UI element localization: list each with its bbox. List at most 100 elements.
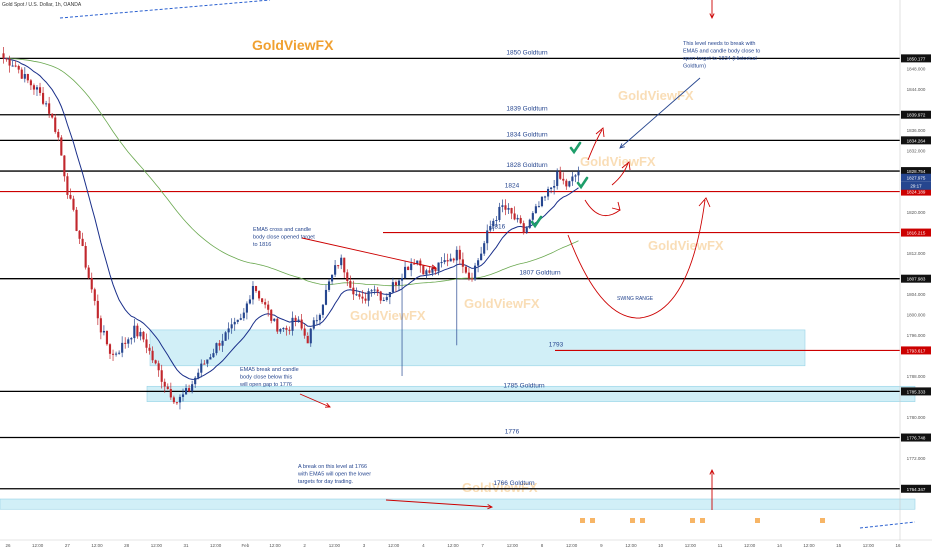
candle-body bbox=[264, 302, 267, 305]
candle-body bbox=[553, 185, 556, 188]
current-price-label: 1827.975 bbox=[907, 176, 926, 181]
candle-body bbox=[574, 175, 577, 177]
current-price-tag bbox=[901, 173, 931, 182]
candle-body bbox=[261, 298, 264, 303]
candle-body bbox=[38, 87, 42, 93]
candle-body bbox=[428, 270, 431, 273]
candle-body bbox=[312, 320, 315, 329]
x-tick-label: 12:00 bbox=[329, 543, 341, 548]
level-label: 1785 Goldturn bbox=[503, 382, 545, 389]
x-tick-label: 12:00 bbox=[447, 543, 459, 548]
candle-body bbox=[285, 327, 288, 330]
candle-body bbox=[157, 363, 160, 371]
candle-body bbox=[327, 281, 331, 290]
candle-body bbox=[245, 303, 248, 313]
candle-body bbox=[431, 268, 434, 273]
candle-body bbox=[51, 113, 54, 118]
y-tick-label: 1820.000 bbox=[907, 210, 926, 215]
y-tick-label: 1812.000 bbox=[907, 251, 926, 256]
projection-curve bbox=[587, 127, 605, 161]
candle-body bbox=[385, 297, 388, 300]
candle-body bbox=[111, 353, 115, 355]
x-tick-label: 12:00 bbox=[269, 543, 281, 548]
candle-body bbox=[379, 291, 382, 301]
candle-body bbox=[282, 327, 285, 330]
candle-body bbox=[504, 205, 507, 210]
candle-body bbox=[492, 220, 495, 227]
candle-body bbox=[248, 299, 251, 304]
swing-range-curve bbox=[567, 197, 711, 319]
candle-body bbox=[346, 272, 349, 282]
candle-body bbox=[72, 198, 75, 210]
dotted-trendline bbox=[859, 521, 916, 529]
candle-body bbox=[404, 266, 407, 279]
candle-body bbox=[510, 208, 513, 214]
candle-body bbox=[422, 265, 425, 275]
candle-body bbox=[473, 265, 477, 280]
x-tick-label: 27 bbox=[65, 543, 71, 548]
x-tick-label: 4 bbox=[422, 543, 425, 548]
candle-body bbox=[254, 285, 258, 292]
candle-body bbox=[145, 339, 148, 348]
x-tick-label: 15 bbox=[836, 543, 842, 548]
candle-body bbox=[334, 265, 337, 275]
candle-body bbox=[242, 312, 245, 319]
candle-body bbox=[349, 281, 352, 288]
candle-body bbox=[276, 318, 279, 332]
candle-body bbox=[203, 363, 206, 365]
candle-body bbox=[410, 263, 413, 271]
candle-body bbox=[337, 265, 340, 267]
candle-body bbox=[257, 291, 261, 299]
candle-body bbox=[136, 325, 139, 337]
candle-body bbox=[537, 206, 540, 208]
price-tag-label: 1785.333 bbox=[907, 389, 926, 394]
candle-body bbox=[531, 213, 534, 220]
arrow-head bbox=[487, 504, 494, 510]
dotted-trendline bbox=[59, 0, 271, 19]
candle-body bbox=[522, 223, 525, 233]
candle-body bbox=[224, 332, 227, 341]
annotation-arrow bbox=[301, 237, 437, 269]
y-tick-label: 1788.000 bbox=[907, 374, 926, 379]
event-marker bbox=[700, 518, 705, 523]
candle-body bbox=[45, 103, 48, 105]
candle-body bbox=[571, 176, 574, 182]
x-tick-label: 9 bbox=[600, 543, 603, 548]
price-tag bbox=[901, 346, 931, 355]
x-tick-label: Feb bbox=[241, 543, 249, 548]
candle-body bbox=[565, 180, 568, 187]
level-label: 1828 Goldturn bbox=[506, 162, 548, 169]
candle-body bbox=[2, 53, 5, 59]
candle-body bbox=[340, 257, 343, 266]
candle-body bbox=[300, 319, 303, 329]
annotation-note: EMA5 cross and candle bbox=[253, 227, 311, 233]
price-tag bbox=[901, 433, 931, 442]
candle-body bbox=[54, 117, 57, 132]
event-marker bbox=[690, 518, 695, 523]
candle-body bbox=[191, 384, 194, 392]
candle-body bbox=[99, 318, 102, 333]
support-zone bbox=[149, 329, 806, 367]
x-tick-label: 12:00 bbox=[744, 543, 756, 548]
candle-body bbox=[142, 331, 145, 340]
x-tick-label: 10 bbox=[658, 543, 664, 548]
current-price-label: 29:17 bbox=[910, 184, 922, 189]
candle-body bbox=[105, 330, 109, 345]
candle-body bbox=[197, 372, 200, 378]
annotation-arrow bbox=[299, 393, 331, 408]
candle-body bbox=[461, 259, 464, 267]
candle-body bbox=[175, 402, 178, 404]
candle-body bbox=[534, 206, 537, 214]
x-tick-label: 3 bbox=[363, 543, 366, 548]
candle-body bbox=[367, 291, 370, 301]
annotation-note: targets for day trading. bbox=[298, 479, 354, 485]
candle-body bbox=[115, 353, 118, 355]
brand-watermark: GoldViewFX bbox=[580, 154, 656, 169]
candle-body bbox=[434, 268, 437, 272]
candle-body bbox=[121, 342, 124, 353]
y-tick-label: 1848.000 bbox=[907, 67, 926, 72]
level-label: 1807 Goldturn bbox=[519, 270, 561, 277]
candle-body bbox=[188, 388, 191, 392]
